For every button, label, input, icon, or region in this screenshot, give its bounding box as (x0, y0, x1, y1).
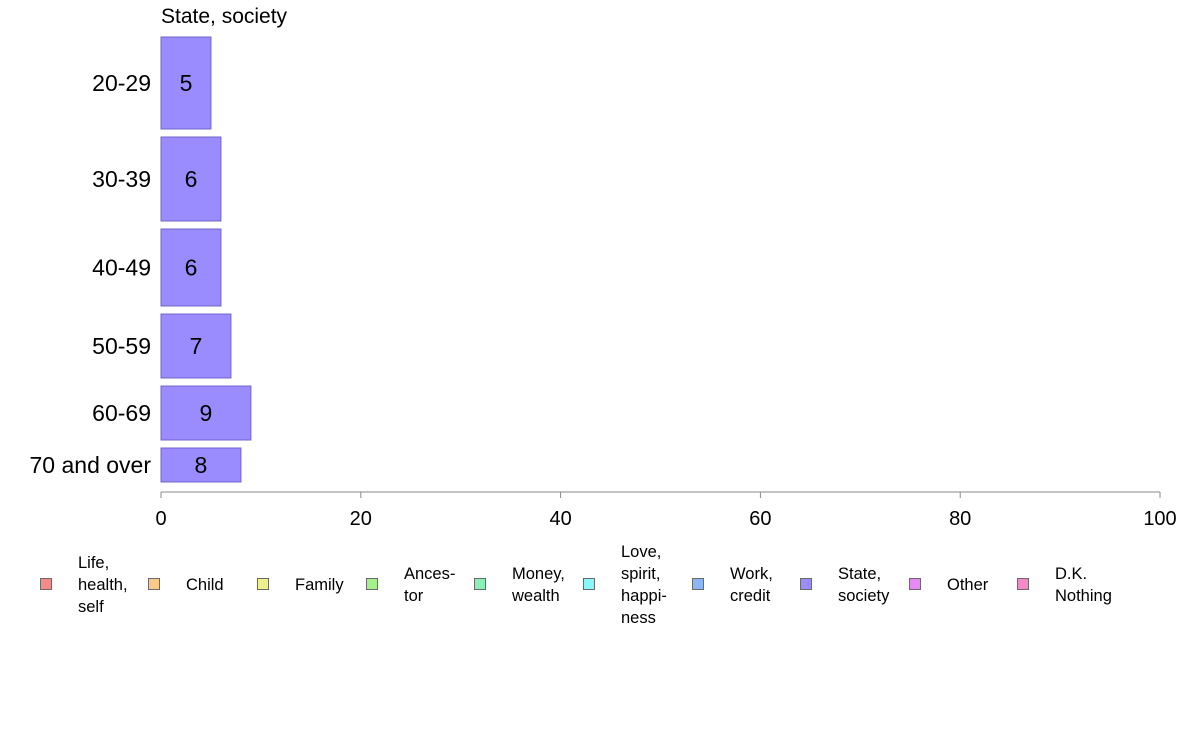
category-label: 50-59 (92, 333, 151, 359)
legend-label: Money, wealth (512, 565, 565, 605)
bar-value-label: 9 (200, 400, 213, 426)
legend-label: State, society (838, 565, 890, 605)
x-tick-label: 0 (155, 508, 166, 530)
bar-value-label: 7 (190, 333, 203, 359)
x-tick-label: 100 (1143, 508, 1176, 530)
legend-label: Life, health, self (78, 554, 128, 616)
category-label: 70 and over (30, 452, 152, 478)
bar-value-label: 8 (195, 452, 208, 478)
x-tick-label: 20 (350, 508, 372, 530)
bar-value-label: 6 (185, 166, 198, 192)
legend-swatch (366, 578, 378, 590)
legend-label: Child (186, 576, 224, 594)
legend-label: Love, spirit, happi- ness (621, 543, 667, 627)
legend-swatch (474, 578, 486, 590)
x-tick-label: 60 (749, 508, 771, 530)
legend-label: D.K. Nothing (1055, 565, 1112, 605)
legend-label: Work, credit (730, 565, 773, 605)
bar-value-label: 6 (185, 255, 198, 281)
legend-label: Family (295, 576, 344, 594)
legend-label: Other (947, 576, 989, 594)
bar (160, 136, 222, 222)
bar (160, 313, 232, 379)
category-label: 60-69 (92, 400, 151, 426)
category-label: 40-49 (92, 255, 151, 281)
legend-swatch (909, 578, 921, 590)
x-axis: 0 20 40 60 80 100 (155, 491, 1177, 530)
legend-label: Ances- tor (404, 565, 456, 605)
legend-swatch (800, 578, 812, 590)
legend-swatch (257, 578, 269, 590)
legend: Life, health, self Child Family Ances- tor M… (30, 540, 1160, 630)
chart-title: State, society (161, 5, 288, 28)
bar (160, 447, 242, 483)
bar (160, 36, 212, 130)
bar-value-label: 5 (180, 70, 193, 96)
bar (160, 228, 222, 307)
legend-swatch (40, 578, 52, 590)
legend-swatch (1017, 578, 1029, 590)
x-tick-label: 40 (549, 508, 571, 530)
category-label: 20-29 (92, 70, 151, 96)
category-label: 30-39 (92, 166, 151, 192)
x-tick-label: 80 (949, 508, 971, 530)
legend-swatch (148, 578, 160, 590)
bar (160, 385, 252, 441)
legend-swatch (583, 578, 595, 590)
bars: 5 20-29 6 30-39 6 40-49 7 50-59 9 60-69 8 70 and ov… (30, 36, 252, 483)
legend-swatch (692, 578, 704, 590)
